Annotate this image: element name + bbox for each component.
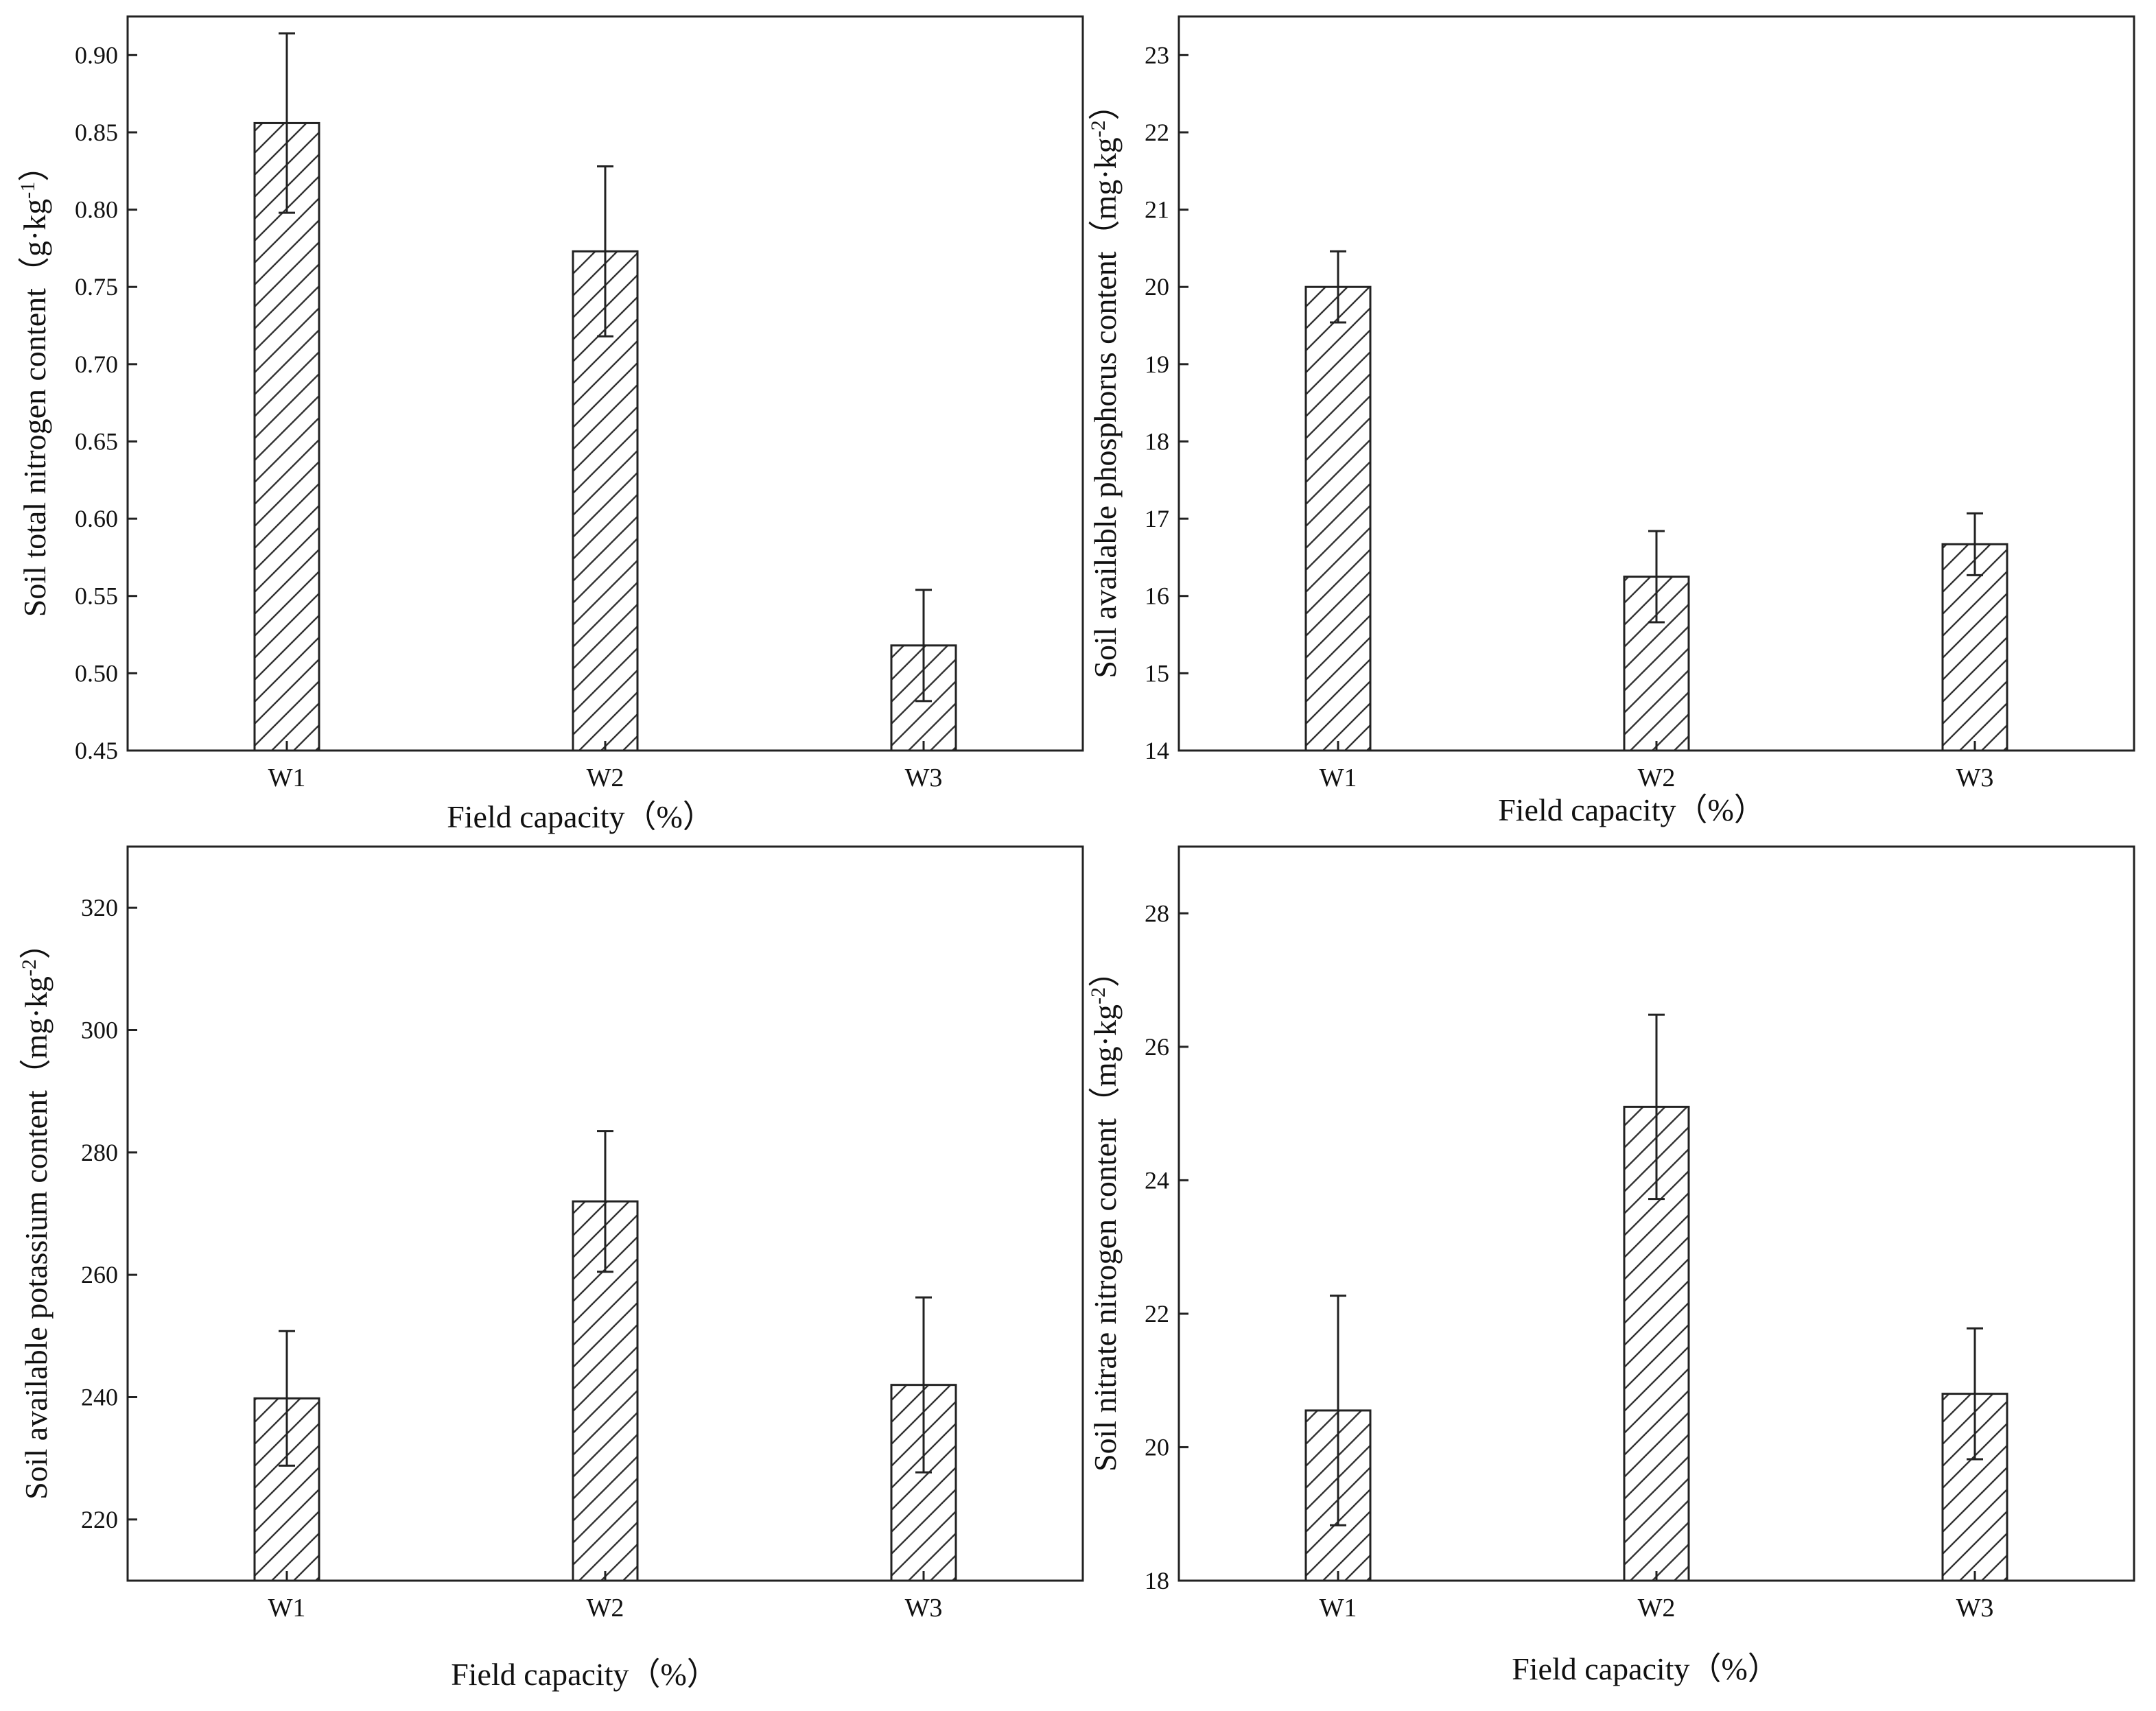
y-axis-title-main: Soil total nitrogen content（g·kg [17,199,52,617]
bars [253,1130,957,1582]
x-tick-label: W1 [268,1594,306,1622]
x-ticks: W1 W2 W3 [268,1571,943,1622]
y-tick-label: 220 [81,1506,118,1533]
y-tick-label: 240 [81,1384,118,1411]
panel-nitrate: 18 20 22 24 26 28 W1 W2 W3 Field capacity（%） So… [1087,845,2135,1686]
error-bar-w3 [1967,1327,1983,1461]
y-axis-title: Soil nitrate nitrogen content（mg·kg-2） [1087,956,1123,1472]
x-tick-label: W1 [268,764,306,792]
error-bar-w3 [915,1296,932,1474]
y-tick-label: 0.45 [75,737,118,764]
y-axis-title: Soil total nitrogen content（g·kg-1） [16,150,52,617]
y-tick-label: 17 [1145,505,1169,532]
x-tick-label: W2 [1638,1594,1676,1622]
y-axis-title-main: Soil available phosphorus content（mg·kg [1088,137,1123,678]
y-axis-title-sup: -2 [18,959,40,976]
y-tick-label: 24 [1145,1166,1169,1194]
y-tick-label: 300 [81,1017,118,1044]
y-tick-label: 0.65 [75,427,118,455]
x-tick-label: W2 [1638,764,1676,792]
bars [253,32,957,752]
error-bar-w2 [597,165,613,338]
bar-w1 [1304,285,1372,752]
x-ticks: W1 W2 W3 [1320,1571,1994,1622]
y-tick-label: 0.50 [75,659,118,687]
y-tick-label: 21 [1145,196,1169,224]
y-axis-title: Soil available potassium content（mg·kg-2… [18,928,54,1500]
y-tick-label: 0.85 [75,119,118,146]
bars [1304,1013,2008,1582]
y-ticks: 220 240 260 280 300 320 [81,894,137,1533]
x-tick-label: W1 [1320,1594,1357,1622]
x-tick-label: W2 [587,1594,624,1622]
y-axis-title: Soil available phosphorus content（mg·kg-… [1087,88,1123,678]
y-axis-title-main: Soil available potassium content（mg·kg [19,976,54,1500]
x-tick-label: W3 [905,1594,943,1622]
y-axis-title-sup: -2 [1087,120,1110,137]
error-bar-w1 [279,32,295,214]
error-bar-w1 [1330,1295,1346,1526]
y-tick-label: 280 [81,1139,118,1166]
y-axis-title-end: ） [1088,956,1123,987]
y-tick-label: 0.75 [75,273,118,300]
x-axis-title: Field capacity（%） [1512,1651,1779,1686]
y-tick-label: 28 [1145,899,1169,927]
y-tick-label: 0.55 [75,582,118,610]
y-tick-label: 18 [1145,427,1169,455]
error-bar-w1 [279,1330,295,1467]
x-ticks: W1 W2 W3 [268,741,943,792]
y-tick-label: 16 [1145,582,1169,610]
y-axis-title-sup: -2 [1087,987,1110,1004]
y-tick-label: 20 [1145,273,1169,300]
x-axis-title: Field capacity（%） [1498,792,1766,827]
bar-w1 [253,121,320,752]
error-bar-w3 [1967,512,1983,576]
y-tick-label: 19 [1145,351,1169,378]
x-tick-label: W3 [1956,1594,1994,1622]
error-bar-w2 [597,1130,613,1273]
panel-potassium: 220 240 260 280 300 320 W1 W2 W3 Field capacity… [18,845,1084,1692]
x-tick-label: W3 [905,764,943,792]
y-tick-label: 18 [1145,1567,1169,1594]
y-tick-label: 22 [1145,119,1169,146]
y-ticks: 14 15 16 17 18 19 20 21 22 23 [1145,41,1188,764]
y-axis-title-end: ） [19,928,54,959]
y-tick-label: 0.80 [75,196,118,224]
y-tick-label: 26 [1145,1033,1169,1061]
y-tick-label: 260 [81,1261,118,1288]
y-axis-title-sup: -1 [16,182,39,199]
error-bar-w2 [1648,530,1665,624]
x-tick-label: W1 [1320,764,1357,792]
panel-nitrogen: 0.45 0.50 0.55 0.60 0.65 0.70 0.75 0.80 0.85 0.90… [16,15,1084,834]
error-bar-w3 [915,589,932,703]
y-tick-label: 20 [1145,1433,1169,1461]
x-axis-title: Field capacity（%） [447,799,714,834]
y-axis-title-end: ） [1088,88,1123,120]
bar-w3 [1941,543,2008,752]
y-axis-title-main: Soil nitrate nitrogen content（mg·kg [1088,1004,1123,1472]
x-tick-label: W2 [587,764,624,792]
y-ticks: 0.45 0.50 0.55 0.60 0.65 0.70 0.75 0.80 0.85 0.90 [75,41,137,764]
y-tick-label: 22 [1145,1300,1169,1328]
y-tick-label: 0.70 [75,351,118,378]
y-tick-label: 15 [1145,659,1169,687]
x-tick-label: W3 [1956,764,1994,792]
y-tick-label: 0.90 [75,41,118,69]
error-bar-w2 [1648,1013,1665,1201]
y-tick-label: 320 [81,894,118,921]
panel-phosphorus: 14 15 16 17 18 19 20 21 22 23 W1 W2 W3 Field capaci… [1087,15,2135,827]
y-axis-title-end: ） [17,150,52,182]
x-axis-title: Field capacity（%） [451,1657,718,1692]
y-tick-label: 0.60 [75,505,118,532]
error-bar-w1 [1330,250,1346,324]
y-tick-label: 23 [1145,41,1169,69]
bars [1304,250,2008,752]
y-tick-label: 14 [1145,737,1169,764]
x-ticks: W1 W2 W3 [1320,741,1994,792]
y-ticks: 18 20 22 24 26 28 [1145,899,1188,1594]
